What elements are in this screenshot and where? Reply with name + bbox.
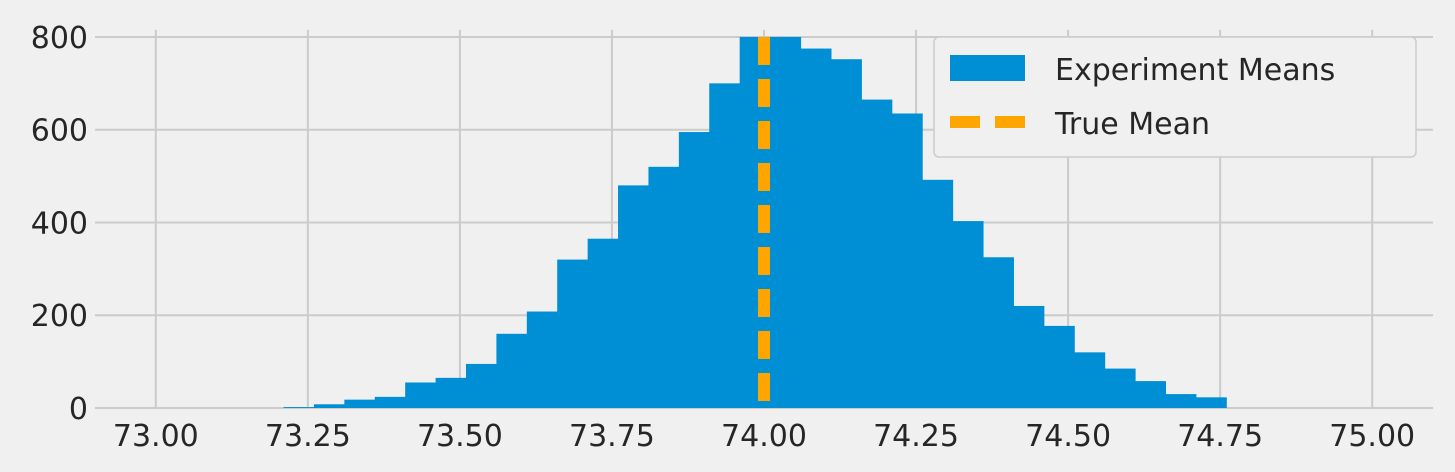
histogram-bar (587, 238, 619, 408)
y-tick-labels: 0 200 400 600 800 (31, 21, 88, 427)
legend-label-experiment-means: Experiment Means (1055, 53, 1335, 88)
x-tick-label: 75.00 (1329, 419, 1415, 454)
histogram-bar (618, 185, 650, 408)
histogram-bar (891, 113, 923, 408)
histogram-bar (1195, 397, 1227, 408)
x-tick-label: 73.50 (417, 419, 503, 454)
histogram-bar (1104, 368, 1136, 408)
y-tick-label: 600 (31, 114, 88, 149)
histogram-bar (1165, 394, 1197, 408)
histogram-bar (526, 311, 558, 408)
x-tick-label: 74.00 (721, 419, 807, 454)
x-tick-label: 74.25 (873, 419, 959, 454)
histogram-bar (374, 396, 406, 408)
histogram-bar (496, 333, 528, 408)
y-tick-label: 800 (31, 21, 88, 56)
histogram-bar (313, 404, 345, 408)
histogram-bar (678, 132, 710, 408)
histogram-bar (648, 166, 680, 408)
x-tick-labels: 73.00 73.25 73.50 73.75 74.00 74.25 74.50 74.75… (113, 419, 1415, 454)
x-tick-label: 73.00 (113, 419, 199, 454)
histogram-bar (1043, 325, 1075, 408)
histogram-bars (283, 36, 1227, 408)
histogram-bar (557, 259, 589, 408)
histogram-bar (982, 257, 1014, 408)
histogram-bar (1013, 305, 1045, 408)
histogram-bar (405, 382, 437, 408)
legend-box (933, 36, 1417, 158)
histogram-bar (800, 48, 832, 408)
histogram-bar (1074, 352, 1106, 408)
x-tick-label: 73.25 (265, 419, 351, 454)
x-tick-label: 74.50 (1025, 419, 1111, 454)
y-tick-label: 400 (31, 206, 88, 241)
histogram-bar (830, 59, 862, 408)
y-tick-label: 0 (69, 392, 88, 427)
y-tick-label: 200 (31, 299, 88, 334)
legend-label-true-mean: True Mean (1054, 107, 1210, 142)
histogram-bar (770, 36, 802, 408)
histogram-bar (465, 363, 497, 408)
histogram-bar (709, 83, 741, 408)
histogram-bar (283, 407, 315, 408)
histogram-bar (922, 179, 954, 408)
histogram-bar (435, 377, 467, 408)
legend: Experiment Means True Mean (933, 36, 1417, 158)
histogram-bar (344, 399, 376, 408)
x-tick-label: 74.75 (1177, 419, 1263, 454)
legend-swatch-experiment-means (950, 55, 1025, 81)
histogram-bar (952, 221, 984, 408)
histogram-bar (1134, 381, 1166, 408)
histogram-bar (861, 99, 893, 408)
x-tick-label: 73.75 (569, 419, 655, 454)
